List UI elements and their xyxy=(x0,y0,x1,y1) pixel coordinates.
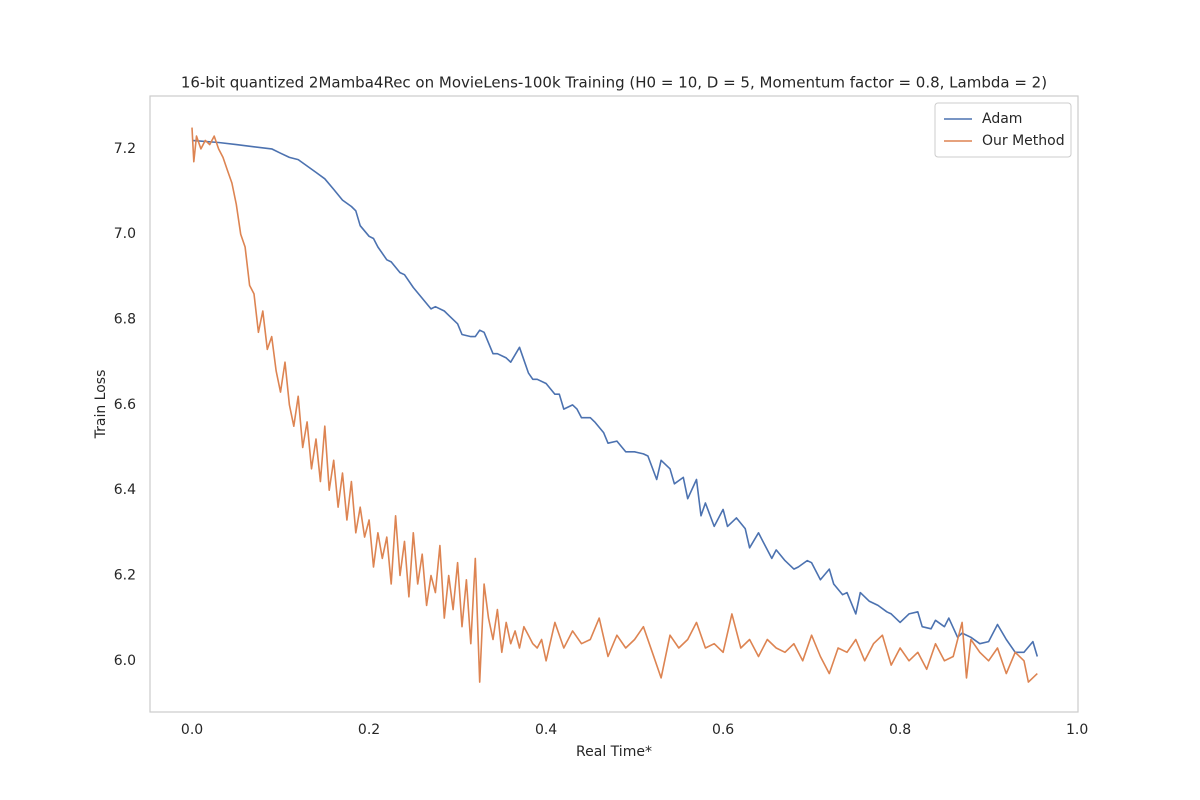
plot-area xyxy=(149,95,1079,713)
y-tick-label: 6.0 xyxy=(114,653,136,669)
y-tick-label: 6.6 xyxy=(114,397,136,413)
x-tick-label: 0.4 xyxy=(535,722,557,738)
y-tick-label: 6.8 xyxy=(114,312,136,328)
legend-box xyxy=(934,102,1072,158)
data-line xyxy=(191,127,1038,683)
y-tick-label: 7.2 xyxy=(114,141,136,157)
x-tick-label: 0.6 xyxy=(712,722,734,738)
x-tick-label: 0.8 xyxy=(889,722,911,738)
chart-title: 16-bit quantized 2Mamba4Rec on MovieLens… xyxy=(181,74,1047,92)
y-tick-label: 6.2 xyxy=(114,567,136,583)
data-line xyxy=(191,139,1039,657)
legend-label: Our Method xyxy=(982,133,1065,149)
x-tick-label: 0.2 xyxy=(358,722,380,738)
y-axis-label: Train Loss xyxy=(93,370,109,440)
y-tick-label: 7.0 xyxy=(114,226,136,242)
legend-label: Adam xyxy=(982,111,1022,127)
x-tick-label: 0.0 xyxy=(181,722,203,738)
y-tick-label: 6.4 xyxy=(114,482,136,498)
x-axis-label: Real Time* xyxy=(576,744,652,760)
x-tick-label: 1.0 xyxy=(1066,722,1088,738)
